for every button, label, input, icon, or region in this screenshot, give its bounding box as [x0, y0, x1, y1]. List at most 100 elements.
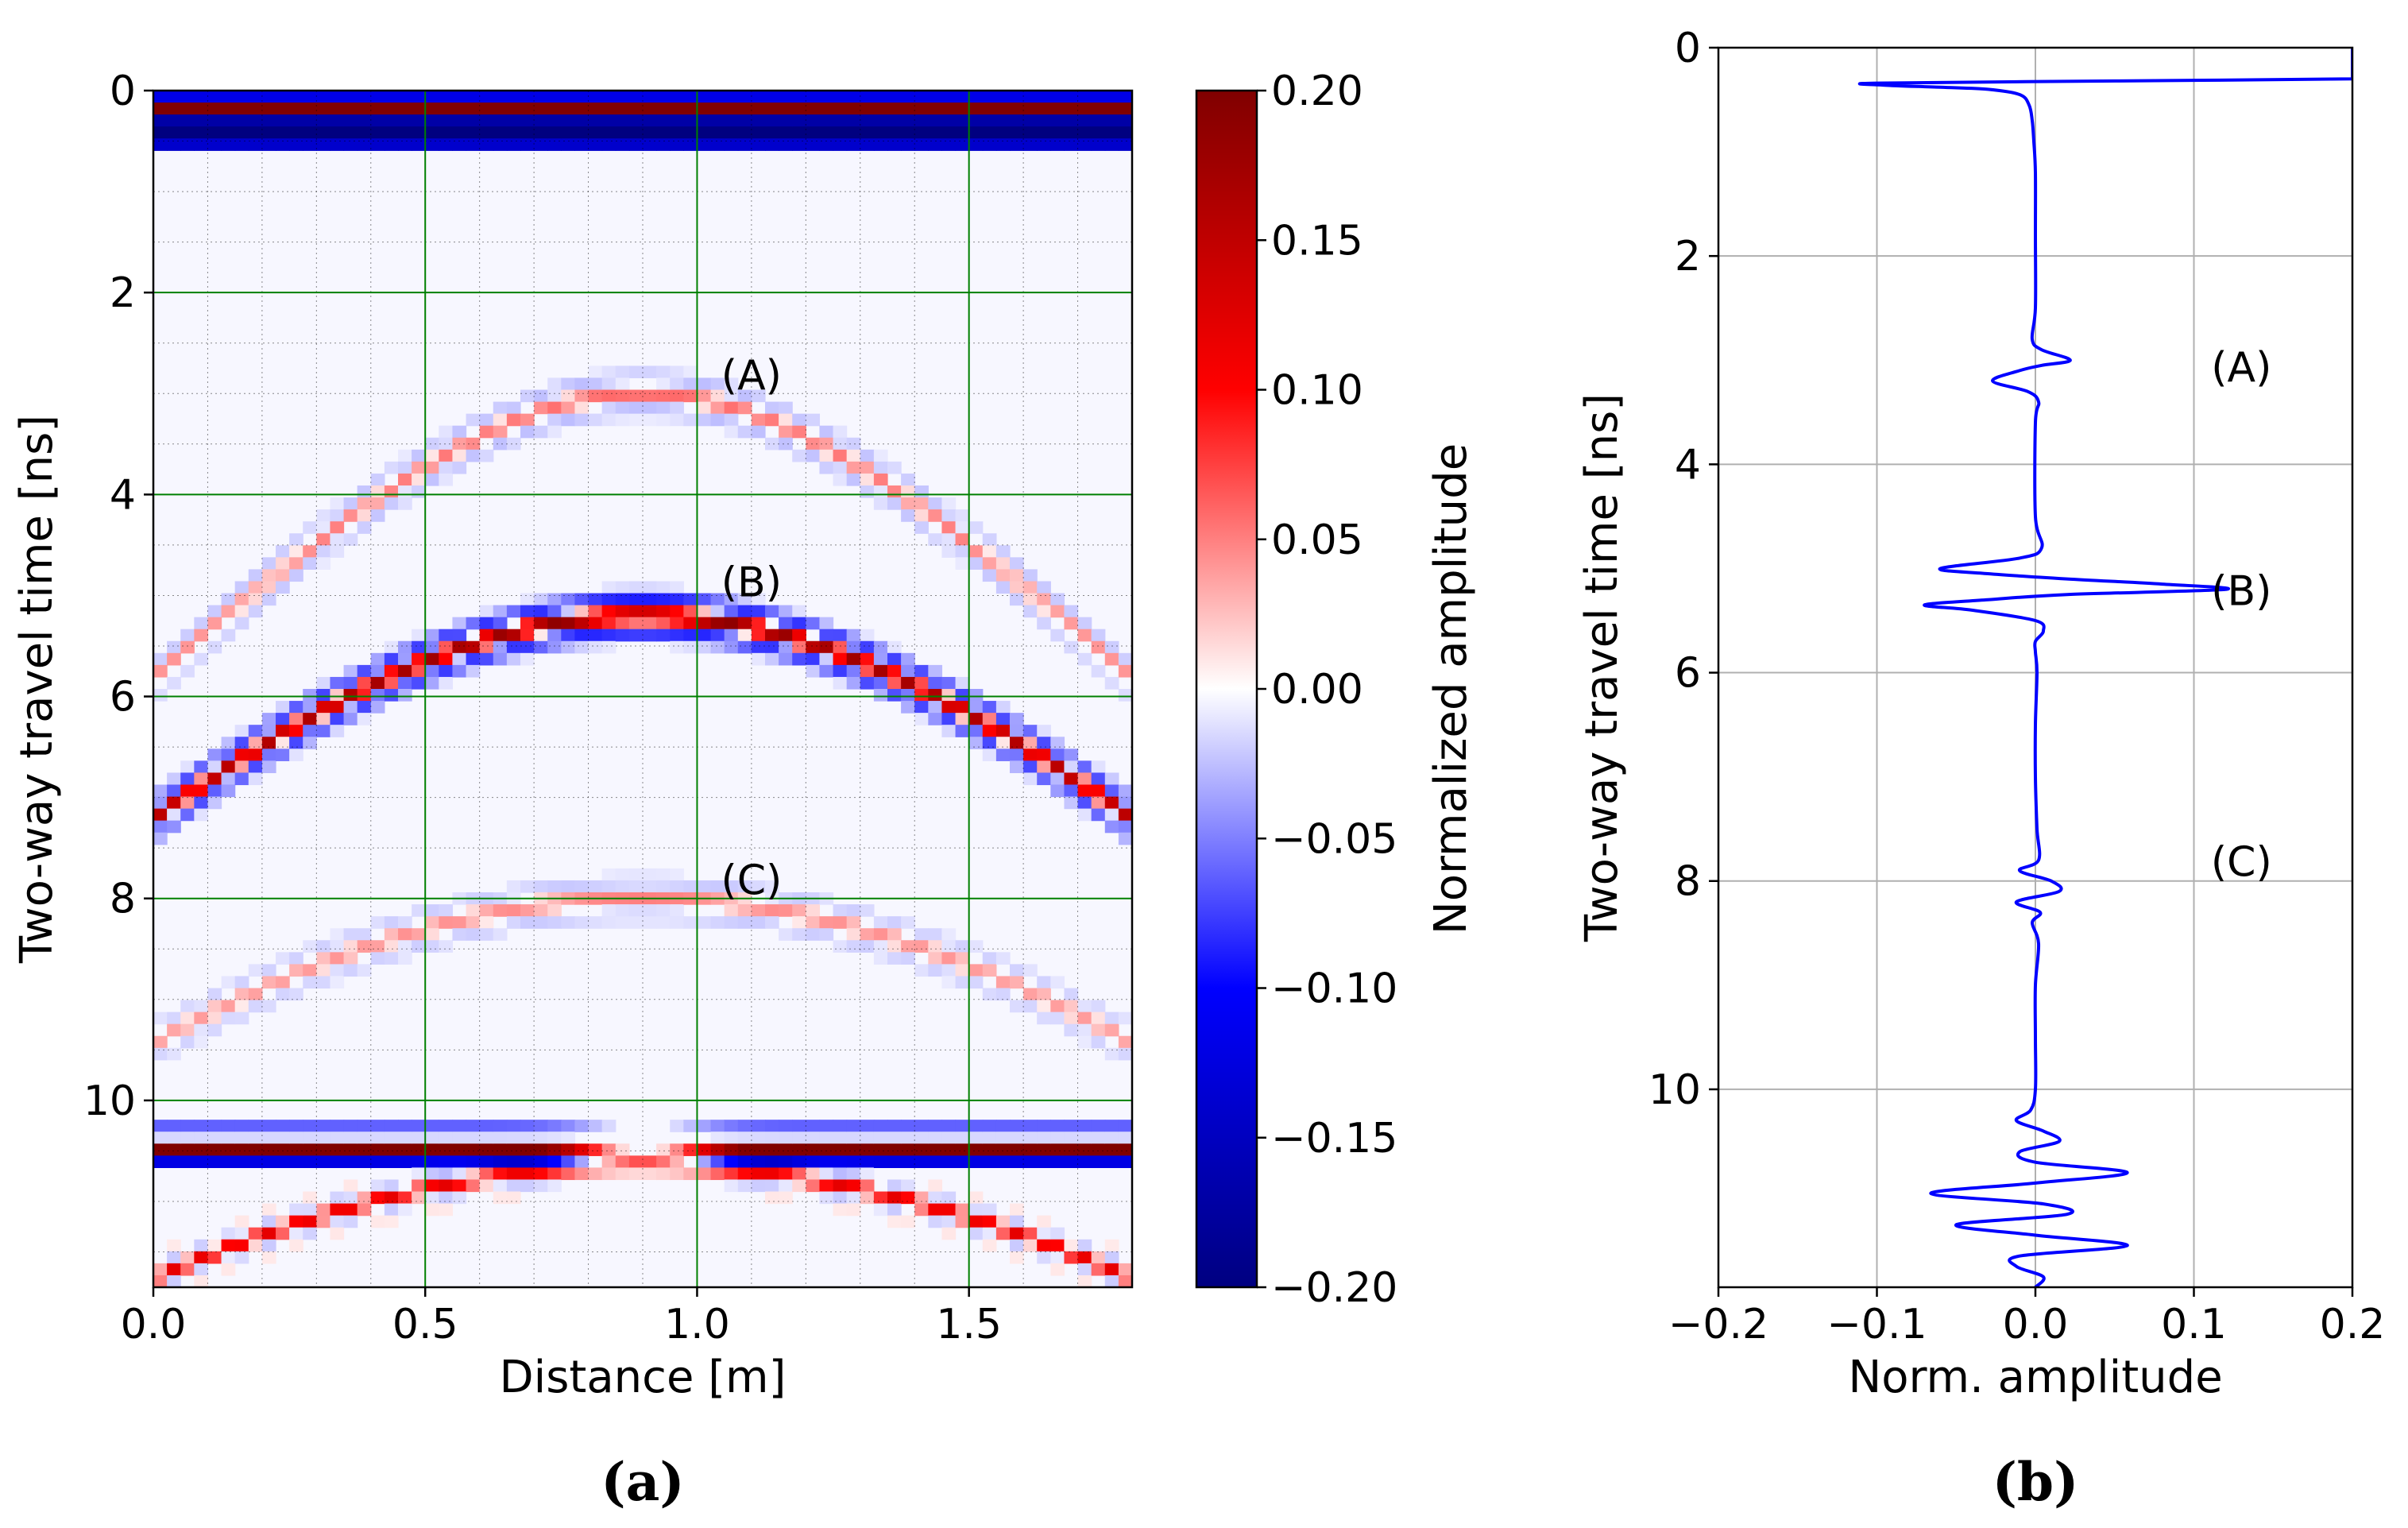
heatmap-cell	[901, 1215, 915, 1228]
heatmap-cell	[887, 497, 902, 510]
heatmap-cell	[574, 605, 589, 618]
heatmap-cell	[846, 461, 861, 474]
heatmap-cell	[534, 114, 548, 127]
heatmap-cell	[398, 1131, 412, 1144]
heatmap-cell	[289, 138, 303, 151]
heatmap-cell	[914, 485, 929, 498]
heatmap-cell	[1010, 114, 1024, 127]
heatmap-cell	[520, 1131, 535, 1144]
heatmap-cell	[534, 629, 548, 642]
heatmap-cell	[547, 377, 562, 391]
heatmap-cell	[941, 1131, 957, 1144]
heatmap-cell	[1091, 1000, 1106, 1013]
heatmap-cell	[1010, 1215, 1024, 1228]
heatmap-cell	[737, 126, 752, 139]
heatmap-cell	[995, 126, 1011, 139]
heatmap-cell	[792, 425, 806, 439]
heatmap-cell	[887, 1120, 902, 1132]
heatmap-cell	[289, 1131, 303, 1144]
heatmap-cell	[330, 725, 345, 737]
heatmap-cell	[534, 916, 548, 929]
heatmap-cell	[276, 1120, 290, 1132]
heatmap-cell	[452, 1120, 467, 1132]
heatmap-cell	[316, 1131, 331, 1144]
heatmap-cell	[1050, 760, 1065, 774]
heatmap-cell	[914, 521, 929, 534]
heatmap-cell	[819, 1167, 834, 1181]
heatmap-cell	[547, 103, 562, 115]
heatmap-cell	[724, 1179, 739, 1193]
heatmap-cell	[303, 521, 317, 534]
heatmap-cell	[153, 820, 168, 834]
heatmap-cell	[343, 964, 358, 977]
heatmap-cell	[628, 593, 644, 606]
heatmap-cell	[234, 605, 249, 618]
heatmap-cell	[683, 138, 698, 151]
heatmap-cell	[520, 1155, 535, 1168]
heatmap-cell	[506, 916, 521, 929]
heatmap-cell	[1010, 103, 1024, 115]
heatmap-cell	[601, 605, 616, 618]
heatmap-cell	[670, 1155, 684, 1168]
heatmap-cell	[370, 689, 385, 702]
heatmap-cell	[683, 605, 698, 618]
heatmap-cell	[1118, 1012, 1132, 1025]
heatmap-cell	[955, 126, 970, 139]
heatmap-cell	[398, 91, 412, 103]
heatmap-cell	[887, 1203, 902, 1217]
heatmap-cell	[628, 629, 644, 642]
heatmap-cell	[194, 808, 209, 822]
heatmap-cell	[710, 401, 725, 415]
heatmap-cell	[194, 1239, 209, 1252]
heatmap-cell	[887, 1143, 902, 1156]
heatmap-cell	[806, 103, 821, 115]
heatmap-cell	[1104, 1131, 1119, 1144]
heatmap-cell	[710, 1131, 725, 1144]
heatmap-cell	[1023, 725, 1038, 737]
heatmap-cell	[452, 138, 467, 151]
heatmap-cell	[167, 1131, 181, 1144]
heatmap-cell	[873, 485, 888, 498]
heatmap-cell	[153, 1131, 168, 1144]
heatmap-cell	[1064, 1155, 1079, 1168]
heatmap-cell	[398, 640, 412, 654]
heatmap-cell	[724, 1120, 739, 1132]
heatmap-cell	[439, 1179, 454, 1193]
heatmap-cell	[941, 91, 957, 103]
heatmap-cell	[384, 676, 399, 690]
heatmap-cell	[370, 940, 385, 953]
heatmap-cell	[928, 1120, 943, 1132]
heatmap-cell	[561, 1167, 576, 1181]
heatmap-cell	[615, 126, 630, 139]
heatmap-cell	[887, 138, 902, 151]
heatmap-cell	[493, 629, 508, 642]
heatmap-cell	[860, 1155, 875, 1168]
heatmap-cell	[765, 91, 779, 103]
heatmap-cell	[656, 377, 671, 391]
heatmap-cell	[724, 916, 739, 929]
heatmap-cell	[207, 114, 222, 127]
heatmap-cell	[412, 1191, 426, 1205]
heatmap-cell	[506, 1191, 521, 1205]
heatmap-cell	[1118, 652, 1132, 666]
heatmap-cell	[928, 509, 943, 522]
heatmap-cell	[806, 664, 821, 678]
heatmap-cell	[901, 952, 915, 965]
heatmap-cell	[615, 1155, 630, 1168]
panel-b-x-axis-label: Norm. amplitude	[1848, 1352, 2222, 1403]
heatmap-cell	[234, 760, 249, 774]
heatmap-cell	[901, 91, 915, 103]
heatmap-cell	[982, 103, 997, 115]
heatmap-cell	[792, 126, 806, 139]
heatmap-cell	[167, 138, 181, 151]
heatmap-cell	[343, 940, 358, 953]
heatmap-cell	[452, 1131, 467, 1144]
heatmap-cell	[833, 473, 848, 486]
heatmap-cell	[887, 664, 902, 678]
heatmap-cell	[643, 916, 657, 929]
heatmap-cell	[221, 1000, 236, 1013]
heatmap-cell	[928, 952, 943, 965]
heatmap-cell	[493, 1191, 508, 1205]
heatmap-cell	[860, 1120, 875, 1132]
heatmap-cell	[955, 689, 970, 702]
